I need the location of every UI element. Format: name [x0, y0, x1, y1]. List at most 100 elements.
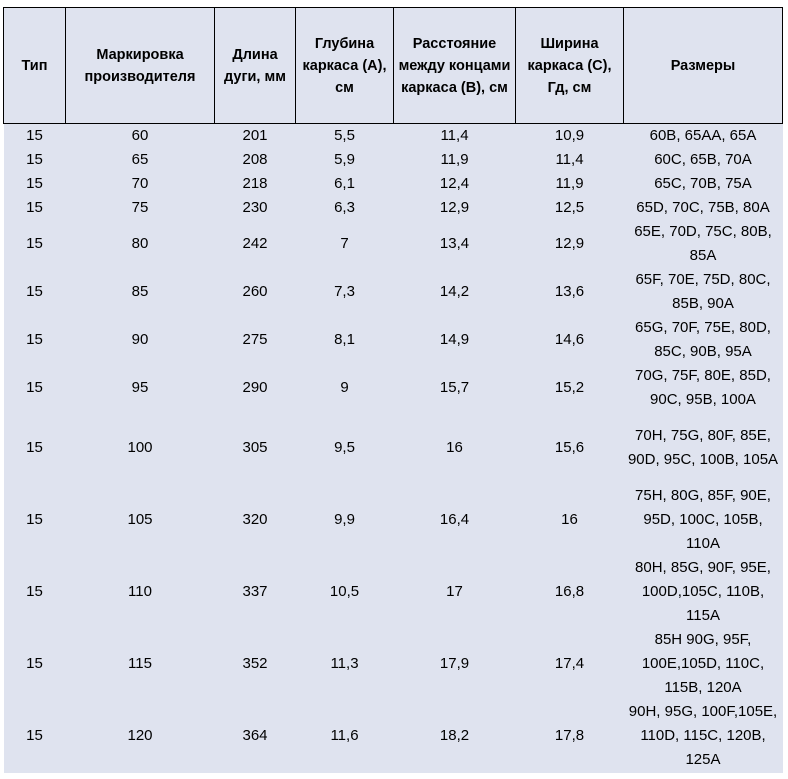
- cell-type: 15: [3, 412, 66, 484]
- cell-width: 12,5: [515, 196, 624, 220]
- table-row: 15 115 352 11,3 17,9 17,4 85H 90G, 95F, …: [3, 628, 783, 700]
- cell-width: 17,4: [515, 628, 624, 700]
- cell-width: 15,6: [515, 412, 624, 484]
- cell-arc-length: 201: [214, 123, 296, 148]
- cell-arc-length: 208: [214, 148, 296, 172]
- cell-arc-length: 218: [214, 172, 296, 196]
- cell-type: 15: [3, 484, 66, 556]
- cell-sizes: 60B, 65AA, 65A: [623, 123, 783, 148]
- table-row: 15 100 305 9,5 16 15,6 70H, 75G, 80F, 85…: [3, 412, 783, 484]
- cell-distance: 15,7: [393, 364, 516, 412]
- cell-sizes: 65G, 70F, 75E, 80D, 85C, 90B, 95A: [623, 316, 783, 364]
- cell-maker: 65: [65, 148, 215, 172]
- cell-maker: 90: [65, 316, 215, 364]
- cell-maker: 85: [65, 268, 215, 316]
- cell-type: 15: [3, 172, 66, 196]
- cell-sizes: 65C, 70B, 75A: [623, 172, 783, 196]
- cell-arc-length: 275: [214, 316, 296, 364]
- cell-distance: 16,4: [393, 484, 516, 556]
- cell-maker: 60: [65, 123, 215, 148]
- cell-sizes: 70H, 75G, 80F, 85E, 90D, 95C, 100B, 105A: [623, 412, 783, 484]
- cell-width: 17,8: [515, 700, 624, 773]
- cell-arc-length: 260: [214, 268, 296, 316]
- cell-type: 15: [3, 700, 66, 773]
- cell-arc-length: 242: [214, 220, 296, 268]
- cell-depth: 5,9: [295, 148, 394, 172]
- cell-depth: 6,3: [295, 196, 394, 220]
- table-row: 15 110 337 10,5 17 16,8 80H, 85G, 90F, 9…: [3, 556, 783, 628]
- cell-distance: 13,4: [393, 220, 516, 268]
- cell-depth: 11,3: [295, 628, 394, 700]
- cell-width: 13,6: [515, 268, 624, 316]
- bra-size-table: Тип Маркировка производителя Длина дуги,…: [3, 7, 783, 773]
- cell-type: 15: [3, 628, 66, 700]
- cell-type: 15: [3, 268, 66, 316]
- cell-sizes: 70G, 75F, 80E, 85D, 90C, 95B, 100A: [623, 364, 783, 412]
- cell-arc-length: 320: [214, 484, 296, 556]
- cell-maker: 95: [65, 364, 215, 412]
- cell-sizes: 85H 90G, 95F, 100E,105D, 110C, 115B, 120…: [623, 628, 783, 700]
- cell-maker: 110: [65, 556, 215, 628]
- cell-sizes: 80H, 85G, 90F, 95E, 100D,105C, 110B, 115…: [623, 556, 783, 628]
- cell-depth: 7,3: [295, 268, 394, 316]
- cell-maker: 105: [65, 484, 215, 556]
- cell-depth: 9,9: [295, 484, 394, 556]
- header-depth: Глубина каркаса (А), см: [295, 7, 394, 124]
- header-distance: Расстояние между концами каркаса (В), см: [393, 7, 516, 124]
- header-sizes: Размеры: [623, 7, 783, 124]
- table-row: 15 85 260 7,3 14,2 13,6 65F, 70E, 75D, 8…: [3, 268, 783, 316]
- cell-arc-length: 305: [214, 412, 296, 484]
- cell-maker: 120: [65, 700, 215, 773]
- cell-width: 10,9: [515, 123, 624, 148]
- table-row: 15 75 230 6,3 12,9 12,5 65D, 70C, 75B, 8…: [3, 196, 783, 220]
- table-row: 15 95 290 9 15,7 15,2 70G, 75F, 80E, 85D…: [3, 364, 783, 412]
- cell-arc-length: 352: [214, 628, 296, 700]
- cell-distance: 11,4: [393, 123, 516, 148]
- cell-depth: 9: [295, 364, 394, 412]
- table-row: 15 90 275 8,1 14,9 14,6 65G, 70F, 75E, 8…: [3, 316, 783, 364]
- cell-arc-length: 230: [214, 196, 296, 220]
- cell-distance: 12,9: [393, 196, 516, 220]
- cell-depth: 9,5: [295, 412, 394, 484]
- table-row: 15 80 242 7 13,4 12,9 65E, 70D, 75C, 80B…: [3, 220, 783, 268]
- cell-type: 15: [3, 196, 66, 220]
- table-row: 15 120 364 11,6 18,2 17,8 90H, 95G, 100F…: [3, 700, 783, 773]
- cell-distance: 14,9: [393, 316, 516, 364]
- cell-sizes: 90H, 95G, 100F,105E, 110D, 115C, 120B, 1…: [623, 700, 783, 773]
- cell-distance: 16: [393, 412, 516, 484]
- cell-width: 11,4: [515, 148, 624, 172]
- cell-sizes: 75H, 80G, 85F, 90E, 95D, 100C, 105B, 110…: [623, 484, 783, 556]
- header-width: Ширина каркаса (С), Гд, см: [515, 7, 624, 124]
- cell-type: 15: [3, 556, 66, 628]
- cell-sizes: 60C, 65B, 70A: [623, 148, 783, 172]
- cell-depth: 6,1: [295, 172, 394, 196]
- cell-depth: 5,5: [295, 123, 394, 148]
- cell-maker: 70: [65, 172, 215, 196]
- table-row: 15 70 218 6,1 12,4 11,9 65C, 70B, 75A: [3, 172, 783, 196]
- cell-type: 15: [3, 123, 66, 148]
- header-row: Тип Маркировка производителя Длина дуги,…: [3, 7, 783, 124]
- cell-width: 15,2: [515, 364, 624, 412]
- cell-width: 11,9: [515, 172, 624, 196]
- cell-maker: 100: [65, 412, 215, 484]
- cell-type: 15: [3, 220, 66, 268]
- cell-width: 12,9: [515, 220, 624, 268]
- cell-depth: 7: [295, 220, 394, 268]
- table-row: 15 105 320 9,9 16,4 16 75H, 80G, 85F, 90…: [3, 484, 783, 556]
- cell-arc-length: 364: [214, 700, 296, 773]
- cell-width: 16,8: [515, 556, 624, 628]
- cell-distance: 18,2: [393, 700, 516, 773]
- header-arc-length: Длина дуги, мм: [214, 7, 296, 124]
- cell-depth: 11,6: [295, 700, 394, 773]
- cell-maker: 80: [65, 220, 215, 268]
- cell-sizes: 65E, 70D, 75C, 80B, 85A: [623, 220, 783, 268]
- cell-depth: 10,5: [295, 556, 394, 628]
- cell-width: 16: [515, 484, 624, 556]
- table-row: 15 65 208 5,9 11,9 11,4 60C, 65B, 70A: [3, 148, 783, 172]
- cell-width: 14,6: [515, 316, 624, 364]
- header-type: Тип: [3, 7, 66, 124]
- cell-sizes: 65D, 70C, 75B, 80A: [623, 196, 783, 220]
- cell-depth: 8,1: [295, 316, 394, 364]
- cell-distance: 17: [393, 556, 516, 628]
